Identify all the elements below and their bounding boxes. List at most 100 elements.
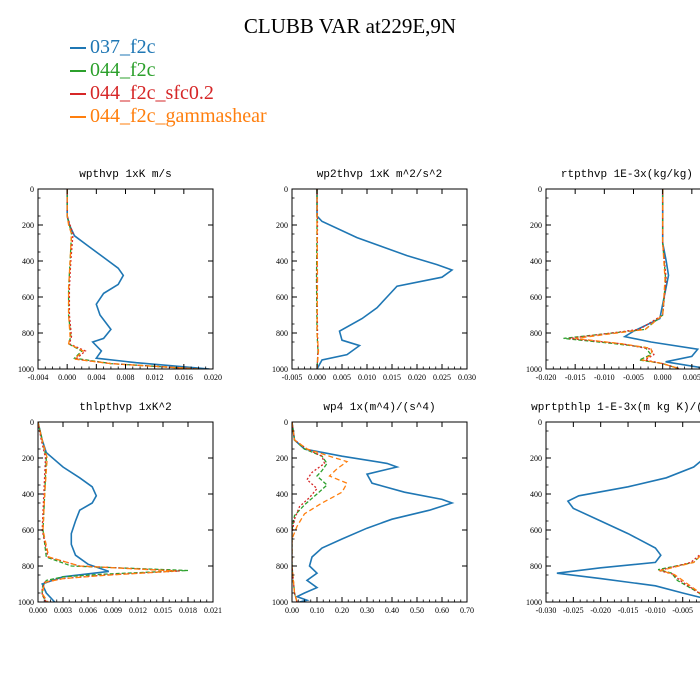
x-tick-label: 0.025 [433, 373, 451, 382]
plot-frame [545, 421, 700, 603]
y-tick-label: 800 [530, 329, 542, 338]
series-line [292, 422, 455, 602]
legend-line [70, 116, 86, 118]
series-line [292, 422, 349, 602]
x-tick-label: 0.40 [385, 606, 399, 615]
x-tick-label: 0.10 [310, 606, 324, 615]
y-tick-label: 1000 [526, 598, 542, 607]
legend-label: 044_f2c_sfc0.2 [90, 82, 214, 104]
series-line [66, 189, 199, 369]
y-tick-label: 200 [276, 221, 288, 230]
series-group [563, 189, 700, 369]
plot-frame [545, 188, 700, 370]
y-tick-label: 200 [530, 221, 542, 230]
plot-frame [291, 421, 468, 603]
series-line [658, 555, 700, 594]
y-tick-label: 400 [276, 490, 288, 499]
x-tick-label: 0.003 [54, 606, 72, 615]
y-tick-label: 200 [276, 454, 288, 463]
y-tick-label: 600 [276, 526, 288, 535]
x-tick-label: -0.005 [672, 606, 693, 615]
y-tick-label: 800 [530, 562, 542, 571]
chart-panel: wprtpthlp 1-E-3x(m kg K)/(s kg) -0.030 -0.… [526, 402, 700, 615]
y-tick-label: 1000 [526, 365, 542, 374]
x-tick-label: 0.021 [204, 606, 222, 615]
legend-label: 037_f2c [90, 36, 156, 58]
legend-label: 044_f2c_gammashear [90, 105, 267, 127]
series-line [575, 189, 681, 369]
y-tick-label: 600 [276, 293, 288, 302]
chart-panel: wpthvp 1xK m/s -0.004 0.000 0.004 0.008 0.012… [18, 169, 222, 382]
figure-title: CLUBB VAR at229E,9N [243, 14, 457, 38]
series-line [66, 189, 199, 369]
panel-title: wprtpthlp 1-E-3x(m kg K)/(s kg) [531, 402, 700, 414]
series-line [556, 460, 700, 599]
y-tick-label: 1000 [272, 365, 288, 374]
chart-panel: rtpthvp 1E-3x(kg/kg) K -0.020 -0.015 -0.010… [526, 169, 700, 382]
x-tick-label: -0.025 [563, 606, 584, 615]
x-tick-label: 0.000 [29, 606, 47, 615]
x-tick-label: 0.004 [87, 373, 105, 382]
series-line [66, 189, 199, 369]
x-tick-label: 0.020 [408, 373, 426, 382]
y-tick-label: 1000 [272, 598, 288, 607]
x-tick-label: -0.020 [590, 606, 611, 615]
x-tick-label: 0.009 [104, 606, 122, 615]
chart-panel: wp2thvp 1xK m^2/s^2 -0.005 0.000 0.005 0.010… [272, 169, 476, 382]
x-tick-label: -0.020 [536, 373, 557, 382]
y-tick-label: 0 [30, 418, 34, 427]
x-tick-label: 0.005 [333, 373, 351, 382]
y-tick-label: 400 [530, 490, 542, 499]
y-tick-label: 400 [276, 257, 288, 266]
y-tick-label: 400 [22, 490, 34, 499]
series-group [38, 422, 189, 602]
x-tick-label: 0.00 [285, 606, 299, 615]
y-tick-label: 800 [276, 562, 288, 571]
series-line [316, 189, 454, 369]
chart-panel: wp4 1x(m^4)/(s^4) 0.00 0.10 0.20 0.30 0.40 0.5… [272, 402, 474, 615]
series-group [315, 189, 454, 369]
y-tick-label: 200 [22, 221, 34, 230]
x-tick-label: -0.005 [282, 373, 303, 382]
y-tick-label: 600 [530, 526, 542, 535]
series-line [38, 422, 176, 602]
series-line [656, 553, 700, 595]
series-group [556, 460, 700, 599]
x-tick-label: -0.030 [536, 606, 557, 615]
x-tick-label: 0.30 [360, 606, 374, 615]
series-line [657, 555, 700, 595]
x-tick-label: 0.012 [129, 606, 147, 615]
legend-line [70, 47, 86, 49]
x-tick-label: 0.005 [683, 373, 700, 382]
x-tick-label: -0.005 [623, 373, 644, 382]
x-tick-label: 0.000 [58, 373, 76, 382]
y-tick-label: 600 [22, 293, 34, 302]
series-line [316, 189, 319, 369]
y-tick-label: 400 [22, 257, 34, 266]
x-tick-label: -0.010 [594, 373, 615, 382]
y-tick-label: 600 [22, 526, 34, 535]
x-tick-label: 0.60 [435, 606, 449, 615]
x-tick-label: 0.50 [410, 606, 424, 615]
x-tick-label: 0.000 [308, 373, 326, 382]
plot-frame [37, 421, 214, 603]
x-tick-label: 0.020 [204, 373, 222, 382]
series-group [66, 189, 210, 369]
x-tick-label: 0.016 [175, 373, 193, 382]
y-tick-label: 0 [30, 185, 34, 194]
panel-title: thlpthvp 1xK^2 [79, 402, 171, 414]
series-line [292, 422, 328, 602]
x-tick-label: 0.008 [117, 373, 135, 382]
y-tick-label: 0 [538, 185, 542, 194]
x-tick-label: 0.20 [335, 606, 349, 615]
y-tick-label: 600 [530, 293, 542, 302]
series-line [569, 189, 681, 369]
y-tick-label: 1000 [18, 598, 34, 607]
plot-frame [37, 188, 214, 370]
x-tick-label: 0.018 [179, 606, 197, 615]
x-tick-label: 0.70 [460, 606, 474, 615]
panel-title: wpthvp 1xK m/s [79, 169, 171, 181]
y-tick-label: 200 [530, 454, 542, 463]
